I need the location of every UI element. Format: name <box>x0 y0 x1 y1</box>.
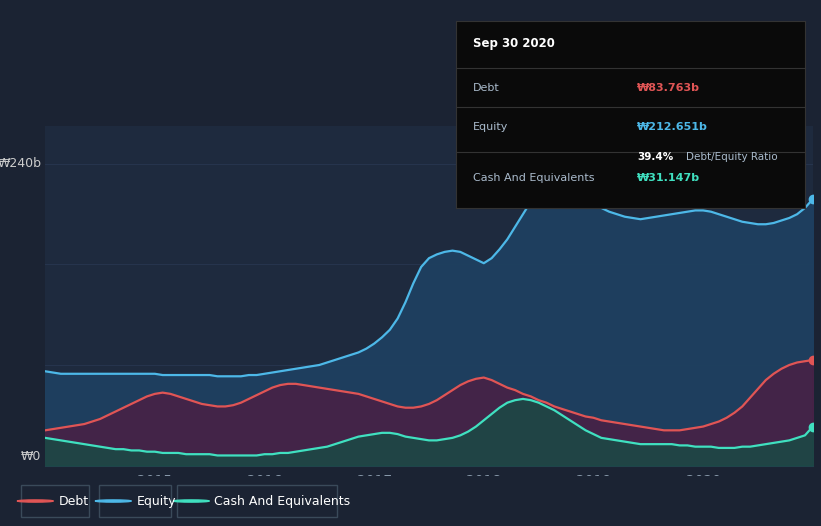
Text: ₩31.147b: ₩31.147b <box>637 173 700 183</box>
Circle shape <box>95 500 131 502</box>
Text: Debt/Equity Ratio: Debt/Equity Ratio <box>686 151 777 162</box>
Text: ₩0: ₩0 <box>21 450 41 463</box>
Text: Cash And Equivalents: Cash And Equivalents <box>214 494 351 508</box>
Text: ₩212.651b: ₩212.651b <box>637 123 708 133</box>
Text: Equity: Equity <box>473 123 508 133</box>
Text: Debt: Debt <box>58 494 89 508</box>
Circle shape <box>173 500 209 502</box>
Circle shape <box>17 500 53 502</box>
Text: ₩83.763b: ₩83.763b <box>637 83 700 93</box>
Text: Debt: Debt <box>473 83 500 93</box>
Text: ₩240b: ₩240b <box>0 157 41 170</box>
Text: 39.4%: 39.4% <box>637 151 673 162</box>
Text: Cash And Equivalents: Cash And Equivalents <box>473 173 594 183</box>
Text: Sep 30 2020: Sep 30 2020 <box>473 37 555 50</box>
Text: Equity: Equity <box>136 494 176 508</box>
